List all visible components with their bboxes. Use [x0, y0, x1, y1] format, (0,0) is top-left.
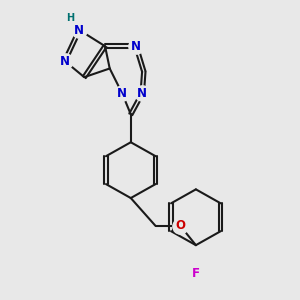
Text: N: N [137, 87, 147, 100]
Text: F: F [192, 266, 200, 280]
Text: H: H [66, 13, 74, 23]
Text: N: N [117, 87, 127, 100]
Text: N: N [60, 55, 70, 68]
Text: N: N [131, 40, 141, 53]
Text: O: O [176, 219, 185, 232]
Text: N: N [74, 24, 84, 37]
